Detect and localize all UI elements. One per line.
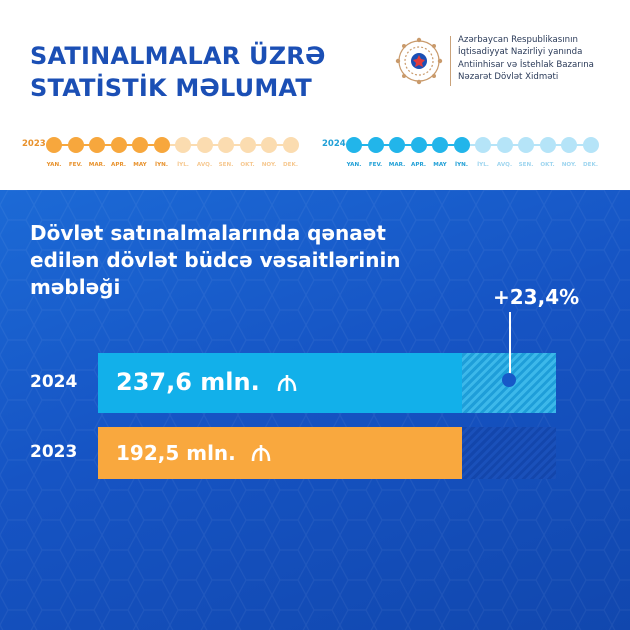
- org-line-3: Antiinhisar və İstehlak Bazarına: [458, 59, 594, 70]
- timeline-month-label: MAR.: [388, 162, 406, 168]
- header: SATINALMALAR ÜZRƏ STATİSTİK MƏLUMAT Azər…: [0, 0, 630, 190]
- chart-subtitle: Dövlət satınalmalarında qənaət edilən dö…: [30, 220, 401, 301]
- timeline-month-label: MAY: [433, 162, 447, 168]
- timeline-dot: [67, 137, 84, 153]
- timeline-month-label: AVQ.: [196, 162, 213, 168]
- timeline-dot: [561, 137, 577, 153]
- timeline-dot: [89, 137, 105, 153]
- org-divider: [450, 36, 451, 86]
- subtitle-line-3: məbləği: [30, 275, 121, 299]
- timeline-month-label: FEV.: [368, 162, 383, 168]
- timeline-line-active: [54, 144, 162, 146]
- timeline-dot: [432, 137, 448, 153]
- subtitle-line-1: Dövlət satınalmalarında qənaət: [30, 221, 386, 245]
- timeline-dot: [196, 137, 213, 153]
- chart-panel: Dövlət satınalmalarında qənaət edilən dö…: [0, 190, 630, 630]
- title-line-2: STATİSTİK MƏLUMAT: [30, 74, 312, 102]
- timeline-month-label: SEN.: [218, 162, 234, 168]
- timeline-month-label: OKT.: [540, 162, 555, 168]
- timeline-dot: [218, 137, 234, 153]
- timeline-dot: [582, 137, 599, 153]
- timeline-month-label: İYL.: [477, 162, 489, 168]
- timeline-dot: [282, 137, 299, 153]
- timeline-dot: [110, 137, 127, 153]
- timeline-month-label: YAN.: [346, 162, 362, 168]
- emblem-icon: [395, 37, 443, 85]
- bar-chart: 2024 237,6 mln. 2023 192,5 mln.: [0, 190, 630, 630]
- organization-name: Azərbaycan Respublikasının İqtisadiyyat …: [458, 34, 594, 84]
- timeline-dot: [453, 137, 470, 153]
- timeline-dot: [175, 137, 191, 153]
- timeline-line-active: [354, 144, 462, 146]
- timeline-month-label: İYN.: [455, 162, 468, 168]
- timeline-2024: 2024 YAN. FEV. MAR. APR. MAY İYN. İYL. AVQ. SEN.…: [322, 134, 614, 174]
- timeline-month-label: İYN.: [155, 162, 168, 168]
- title-line-1: SATINALMALAR ÜZRƏ: [30, 42, 326, 70]
- timeline-month-label: NOY.: [261, 162, 277, 168]
- timeline-month-label: YAN.: [46, 162, 62, 168]
- change-pointer-dot: [502, 373, 516, 387]
- org-line-1: Azərbaycan Respublikasının: [458, 35, 578, 45]
- timeline-month-label: APR.: [411, 162, 426, 168]
- change-label: +23,4%: [493, 285, 580, 309]
- timeline-2023: 2023 YAN. FEV. MAR. APR. MAY İYN. İYL. AVQ. SEN.…: [22, 134, 314, 174]
- organization-block: Azərbaycan Respublikasının İqtisadiyyat …: [394, 30, 614, 100]
- timeline-dot: [367, 137, 384, 153]
- timeline-dot: [539, 137, 556, 153]
- timeline-dot: [475, 137, 491, 153]
- org-line-4: Nəzarət Dövlət Xidməti: [458, 72, 559, 83]
- timeline-month-label: İYL.: [177, 162, 189, 168]
- timeline-year: 2024: [322, 139, 346, 149]
- bar-2023: [98, 427, 462, 479]
- timeline-month-label: DEK.: [583, 162, 598, 168]
- timeline-dot: [410, 137, 427, 153]
- timeline-dot: [239, 137, 256, 153]
- manat-icon: [277, 375, 296, 392]
- timeline-month-label: SEN.: [518, 162, 534, 168]
- timeline-month-label: OKT.: [240, 162, 255, 168]
- subtitle-line-2: edilən dövlət büdcə vəsaitlərinin: [30, 248, 401, 272]
- timeline-year: 2023: [22, 139, 46, 149]
- timeline-dot: [346, 137, 362, 153]
- value-label: 237,6 mln.: [116, 368, 260, 397]
- category-label: 2023: [30, 442, 78, 462]
- timeline-month-label: FEV.: [68, 162, 83, 168]
- timeline-dot: [496, 137, 513, 153]
- org-line-2: İqtisadiyyat Nazirliyi yanında: [458, 47, 583, 58]
- page-title: SATINALMALAR ÜZRƏ STATİSTİK MƏLUMAT: [30, 40, 326, 104]
- value-label: 192,5 mln.: [116, 440, 236, 465]
- timeline-month-label: MAR.: [88, 162, 106, 168]
- timeline-dot: [389, 137, 405, 153]
- timeline-dot: [132, 137, 148, 153]
- timeline-month-label: NOY.: [561, 162, 577, 168]
- timeline-month-label: AVQ.: [496, 162, 513, 168]
- timeline-dot: [261, 137, 277, 153]
- manat-icon: [251, 445, 271, 462]
- timeline-month-label: APR.: [111, 162, 126, 168]
- timeline-dot: [153, 137, 170, 153]
- timeline-dot: [518, 137, 534, 153]
- category-label: 2024: [30, 372, 78, 392]
- timeline-month-label: DEK.: [283, 162, 298, 168]
- timeline-month-label: MAY: [133, 162, 147, 168]
- timeline-dot: [46, 137, 62, 153]
- change-pointer-line: [509, 312, 511, 378]
